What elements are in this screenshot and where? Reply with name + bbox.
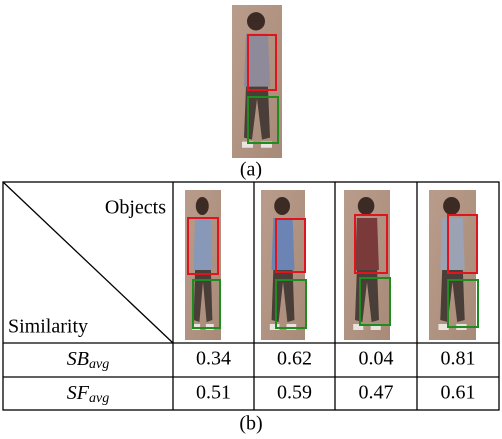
object-image [344,190,390,340]
caption: (a) [240,159,262,181]
object-image [261,190,306,340]
row-label: SFavg [67,382,109,407]
table-grid [3,182,499,410]
cell-value: 0.81 [441,348,476,370]
label-main: SB [67,348,89,370]
corner-top: Objects [105,197,166,219]
label-main: SF [67,382,90,404]
cell-value: 0.62 [277,348,312,370]
label-sub: avg [89,357,109,372]
object-image [185,190,221,340]
row-label: SBavg [67,348,109,373]
cell-value: 0.34 [196,348,231,370]
cell-value: 0.47 [359,382,394,404]
figure: (a) Objects Similarity SBavg0.340.620.04… [0,0,502,439]
cell-value: 0.51 [196,382,231,404]
cell-value: 0.04 [359,348,394,370]
cell-value: 0.61 [441,382,476,404]
image-a [232,5,282,158]
label-sub: avg [89,391,109,406]
cell-value: 0.59 [277,382,312,404]
corner-bottom: Similarity [8,316,88,338]
object-image [429,190,478,340]
caption: (b) [239,413,262,435]
